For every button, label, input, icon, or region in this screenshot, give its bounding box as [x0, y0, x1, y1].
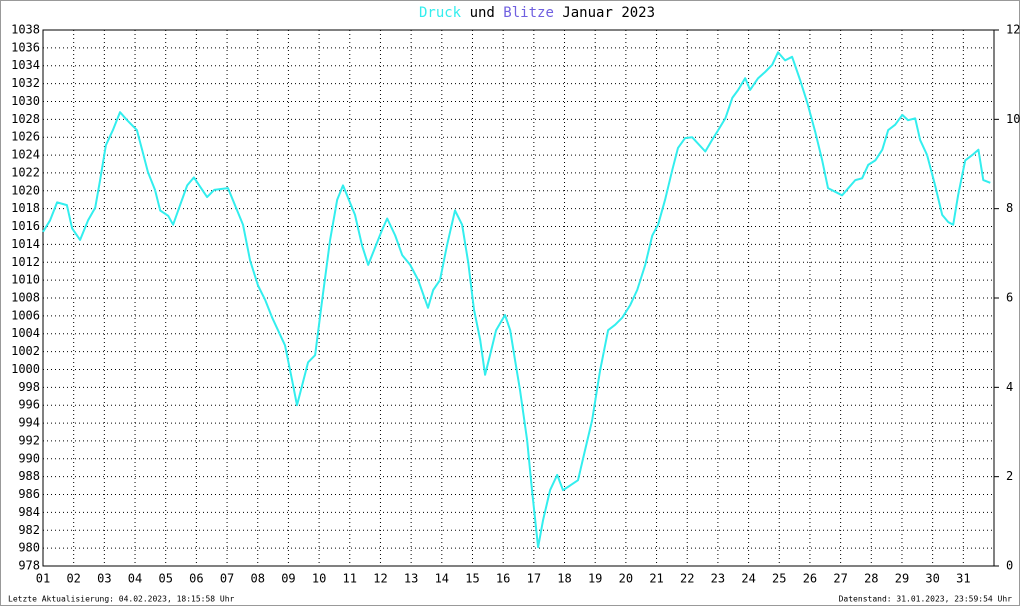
x-tick-label: 10 — [312, 572, 326, 586]
x-tick-label: 02 — [66, 572, 80, 586]
y2-tick-label: 12 — [1006, 23, 1020, 37]
x-tick-label: 22 — [680, 572, 694, 586]
x-tick-label: 14 — [435, 572, 449, 586]
y-tick-label: 992 — [18, 433, 40, 447]
y2-tick-label: 8 — [1006, 201, 1013, 215]
y-tick-label: 998 — [18, 380, 40, 394]
footer-left: Letzte Aktualisierung: 04.02.2023, 18:15… — [8, 595, 235, 604]
y-tick-label: 1006 — [11, 308, 40, 322]
data-line — [42, 51, 991, 549]
y-tick-label: 1022 — [11, 165, 40, 179]
y-tick-label: 1016 — [11, 219, 40, 233]
x-tick-label: 09 — [281, 572, 295, 586]
y2-tick-label: 6 — [1006, 291, 1013, 305]
x-tick-label: 13 — [404, 572, 418, 586]
title-connector: und — [470, 5, 495, 21]
title-y2: Blitze — [503, 5, 554, 21]
y-tick-label: 1032 — [11, 76, 40, 90]
y-tick-label: 1002 — [11, 344, 40, 358]
x-tick-label: 15 — [465, 572, 479, 586]
y-tick-label: 1028 — [11, 112, 40, 126]
y2-tick-label: 4 — [1006, 380, 1013, 394]
x-tick-label: 25 — [772, 572, 786, 586]
x-tick-label: 04 — [128, 572, 142, 586]
y-tick-label: 1004 — [11, 326, 40, 340]
y-tick-label: 994 — [18, 416, 40, 430]
x-tick-label: 27 — [833, 572, 847, 586]
y-tick-label: 988 — [18, 469, 40, 483]
y-tick-label: 1018 — [11, 201, 40, 215]
y-tick-label: 984 — [18, 505, 40, 519]
y2-tick-label: 10 — [1006, 112, 1020, 126]
y-tick-label: 1024 — [11, 148, 40, 162]
y-tick-label: 980 — [18, 541, 40, 555]
y-tick-label: 1034 — [11, 58, 40, 72]
x-tick-label: 16 — [496, 572, 510, 586]
y-tick-label: 1026 — [11, 130, 40, 144]
x-tick-label: 30 — [925, 572, 939, 586]
x-tick-label: 31 — [956, 572, 970, 586]
x-tick-label: 28 — [864, 572, 878, 586]
x-tick-label: 12 — [373, 572, 387, 586]
x-tick-label: 17 — [527, 572, 541, 586]
y-tick-label: 1014 — [11, 237, 40, 251]
x-tick-label: 18 — [557, 572, 571, 586]
y-tick-label: 1020 — [11, 183, 40, 197]
x-tick-label: 20 — [619, 572, 633, 586]
x-tick-label: 21 — [649, 572, 663, 586]
title-series: Druck — [419, 5, 462, 21]
y-tick-label: 978 — [18, 559, 40, 573]
y-tick-label: 1000 — [11, 362, 40, 376]
y-tick-label: 1008 — [11, 291, 40, 305]
x-tick-label: 19 — [588, 572, 602, 586]
x-tick-label: 24 — [741, 572, 755, 586]
y-tick-label: 996 — [18, 398, 40, 412]
y-tick-label: 1038 — [11, 23, 40, 37]
x-tick-label: 03 — [97, 572, 111, 586]
plot-frame — [42, 29, 995, 567]
x-tick-label: 05 — [158, 572, 172, 586]
y-tick-label: 1030 — [11, 94, 40, 108]
y2-tick-label: 0 — [1006, 559, 1013, 573]
y-tick-label: 1036 — [11, 40, 40, 54]
y-tick-label: 986 — [18, 487, 40, 501]
y2-tick-label: 2 — [1006, 469, 1013, 483]
x-tick-label: 23 — [711, 572, 725, 586]
chart-title: Druck und Blitze Januar 2023 — [419, 5, 655, 21]
x-tick-label: 29 — [895, 572, 909, 586]
x-tick-label: 06 — [189, 572, 203, 586]
y-tick-label: 1010 — [11, 273, 40, 287]
footer-right: Datenstand: 31.01.2023, 23:59:54 Uhr — [839, 595, 1013, 604]
x-tick-label: 11 — [343, 572, 357, 586]
y-tick-label: 982 — [18, 523, 40, 537]
x-tick-label: 08 — [251, 572, 265, 586]
y-tick-label: 1012 — [11, 255, 40, 269]
x-tick-label: 07 — [220, 572, 234, 586]
x-tick-label: 01 — [36, 572, 50, 586]
title-period: Januar 2023 — [562, 5, 655, 21]
x-tick-label: 26 — [803, 572, 817, 586]
y-tick-label: 990 — [18, 451, 40, 465]
